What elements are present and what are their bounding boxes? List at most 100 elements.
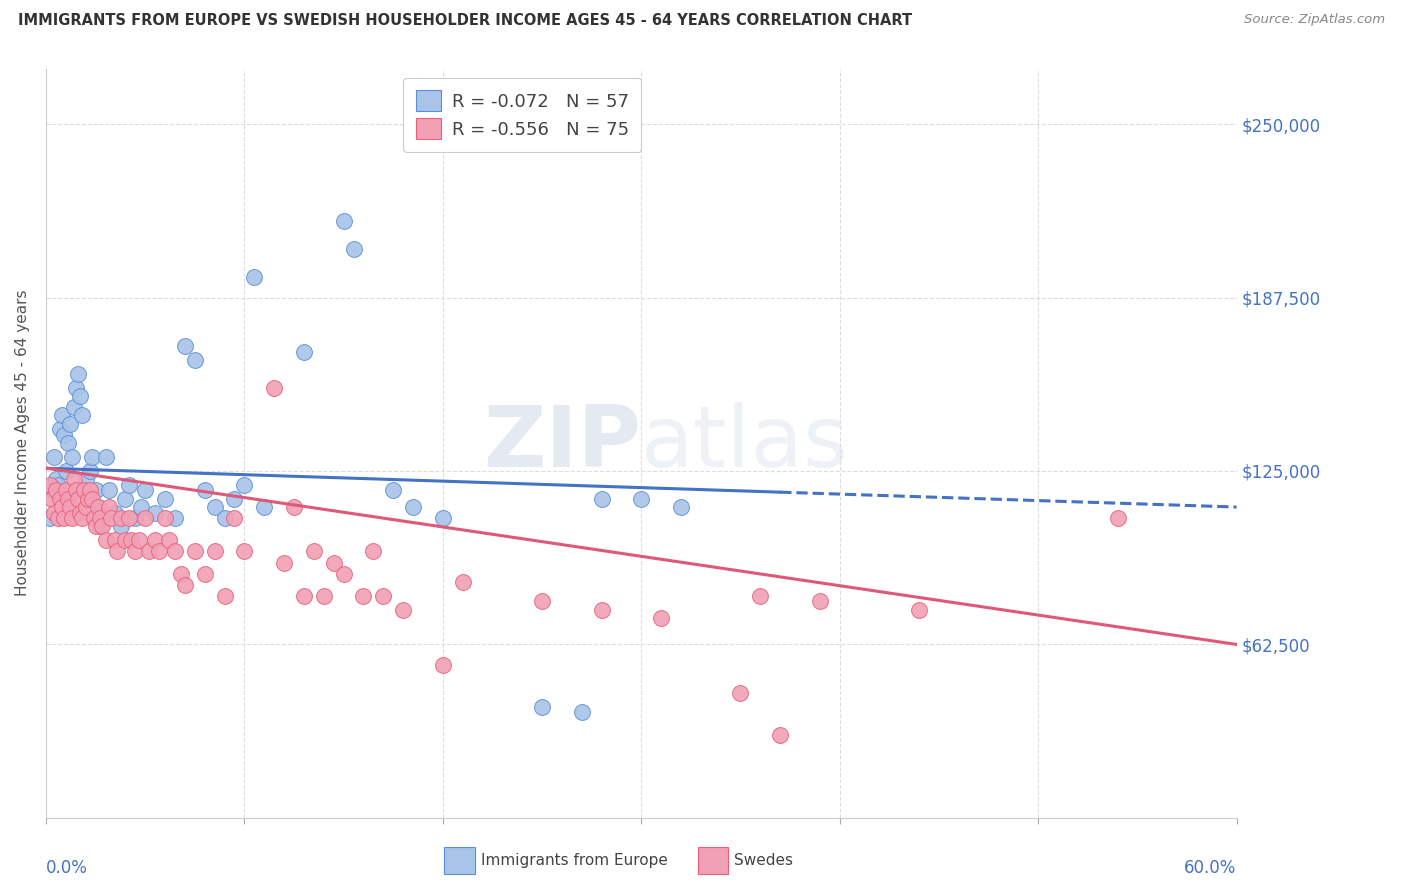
Point xyxy=(669,500,692,514)
Text: atlas: atlas xyxy=(641,401,849,484)
Point xyxy=(808,594,831,608)
Point xyxy=(332,214,354,228)
Point xyxy=(86,500,108,514)
Point xyxy=(56,491,79,506)
Text: ZIP: ZIP xyxy=(484,401,641,484)
Point xyxy=(60,511,83,525)
Point xyxy=(90,519,112,533)
Point xyxy=(66,367,89,381)
Y-axis label: Householder Income Ages 45 - 64 years: Householder Income Ages 45 - 64 years xyxy=(15,290,30,597)
Point xyxy=(49,491,72,506)
Point xyxy=(79,464,101,478)
Point xyxy=(42,506,65,520)
Point xyxy=(110,511,132,525)
Point xyxy=(52,511,75,525)
Point xyxy=(104,506,127,520)
Point xyxy=(45,472,67,486)
Point xyxy=(120,533,142,548)
Point xyxy=(204,500,226,514)
Point xyxy=(214,589,236,603)
Point xyxy=(69,389,91,403)
Text: 0.0%: 0.0% xyxy=(46,859,87,877)
Point xyxy=(75,500,97,514)
Point xyxy=(84,483,107,498)
Point xyxy=(273,556,295,570)
Point xyxy=(1107,511,1129,525)
Point xyxy=(402,500,425,514)
Point xyxy=(451,574,474,589)
Point xyxy=(62,400,84,414)
Point xyxy=(41,491,63,506)
Point xyxy=(73,483,96,498)
Point xyxy=(89,519,111,533)
Point xyxy=(143,506,166,520)
Point xyxy=(51,500,73,514)
Point xyxy=(59,500,82,514)
Point xyxy=(342,242,364,256)
Point xyxy=(233,478,256,492)
Point xyxy=(80,491,103,506)
Point xyxy=(194,483,217,498)
Point xyxy=(908,603,931,617)
Point xyxy=(292,344,315,359)
Point xyxy=(66,491,89,506)
Point xyxy=(373,589,395,603)
Point xyxy=(214,511,236,525)
Point xyxy=(263,381,285,395)
Text: 60.0%: 60.0% xyxy=(1184,859,1237,877)
Point xyxy=(224,491,246,506)
Point xyxy=(129,500,152,514)
Point xyxy=(173,578,195,592)
Point xyxy=(153,511,176,525)
Point xyxy=(312,589,335,603)
Point xyxy=(114,491,136,506)
Point xyxy=(173,339,195,353)
Point xyxy=(51,409,73,423)
Point xyxy=(100,511,122,525)
Point xyxy=(76,491,98,506)
Point xyxy=(363,544,385,558)
Point xyxy=(79,483,101,498)
Point xyxy=(302,544,325,558)
Point xyxy=(571,706,593,720)
Legend: R = -0.072   N = 57, R = -0.556   N = 75: R = -0.072 N = 57, R = -0.556 N = 75 xyxy=(404,78,641,152)
Point xyxy=(531,594,554,608)
Point xyxy=(39,478,62,492)
Point xyxy=(128,533,150,548)
Point xyxy=(322,556,344,570)
Point xyxy=(59,417,82,431)
Point xyxy=(730,686,752,700)
Point xyxy=(233,544,256,558)
Point xyxy=(769,728,792,742)
Point xyxy=(89,511,111,525)
Point xyxy=(49,422,72,436)
Point xyxy=(39,511,62,525)
Point xyxy=(630,491,652,506)
Point xyxy=(118,511,141,525)
Point xyxy=(134,483,156,498)
Point xyxy=(76,491,98,506)
Point xyxy=(83,511,105,525)
Point xyxy=(124,511,146,525)
Point xyxy=(253,500,276,514)
Point xyxy=(80,450,103,464)
Point xyxy=(392,603,415,617)
Point xyxy=(432,511,454,525)
Point xyxy=(90,511,112,525)
Point xyxy=(143,533,166,548)
Point xyxy=(55,464,77,478)
Point xyxy=(138,544,160,558)
Point xyxy=(243,269,266,284)
Point xyxy=(46,511,69,525)
Text: Source: ZipAtlas.com: Source: ZipAtlas.com xyxy=(1244,13,1385,27)
Point xyxy=(104,533,127,548)
Point xyxy=(98,483,121,498)
Point xyxy=(41,483,63,498)
Text: Swedes: Swedes xyxy=(734,854,793,868)
Point xyxy=(65,381,87,395)
Point xyxy=(98,500,121,514)
Point xyxy=(124,544,146,558)
Point xyxy=(118,478,141,492)
Point xyxy=(157,533,180,548)
Point xyxy=(332,566,354,581)
